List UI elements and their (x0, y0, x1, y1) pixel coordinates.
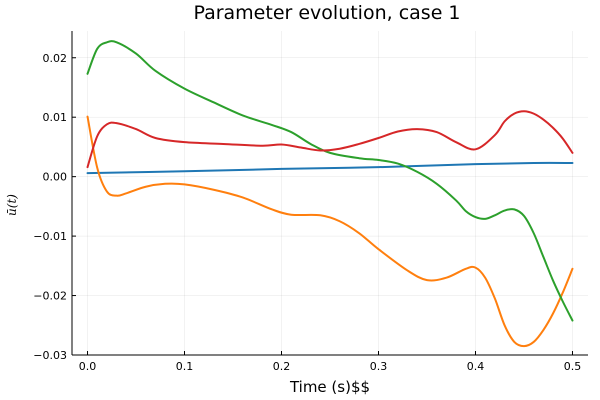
series-line-2 (86, 115, 574, 348)
x-tick-label: 0.0 (79, 360, 97, 373)
x-tick-label: 0.4 (467, 360, 485, 373)
series-line-1 (86, 161, 574, 175)
y-tick-label: 0.00 (43, 171, 68, 184)
series-line-3 (86, 40, 574, 322)
y-tick-label: −0.01 (33, 230, 67, 243)
axes (71, 31, 588, 356)
series-lines (86, 40, 574, 348)
x-tick-label: 0.3 (370, 360, 388, 373)
x-tick-label: 0.1 (176, 360, 194, 373)
tick-labels: 0.0 0.1 0.2 0.3 0.4 0.5 −0.03 −0.02 −0.01 0.00 0.0… (33, 52, 581, 373)
y-tick-label: −0.03 (33, 349, 67, 362)
x-axis-title: Time (s)$$ (289, 378, 370, 396)
grid-lines (72, 31, 588, 356)
chart-title: Parameter evolution, case 1 (193, 2, 460, 24)
x-tick-label: 0.5 (564, 360, 582, 373)
y-tick-label: −0.02 (33, 290, 67, 303)
series-line-4 (86, 110, 574, 169)
y-tick-label: 0.01 (43, 111, 68, 124)
y-axis-title: ū(t) (5, 194, 19, 216)
y-tick-label: 0.02 (43, 52, 68, 65)
x-tick-label: 0.2 (273, 360, 291, 373)
